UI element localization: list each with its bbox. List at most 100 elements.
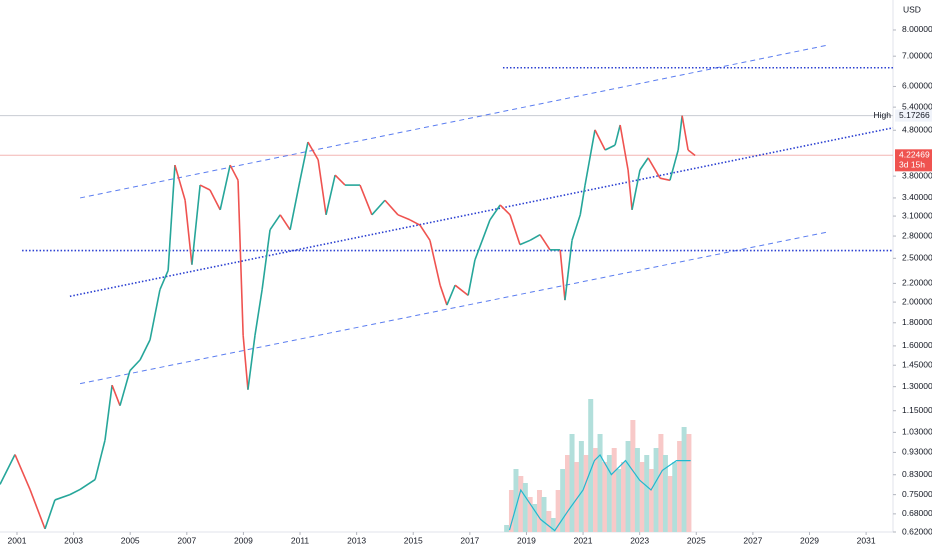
- volume-bar: [639, 462, 645, 532]
- volume-bar: [672, 462, 678, 532]
- countdown: 3d 15h: [899, 160, 925, 170]
- trend-line: [80, 231, 829, 385]
- x-tick-label: 2031: [857, 535, 876, 545]
- volume-bar: [588, 399, 594, 532]
- price-segment: [614, 124, 621, 146]
- volume-bar: [550, 518, 556, 532]
- price-segment: [159, 270, 169, 291]
- x-tick-label: 2017: [460, 535, 479, 545]
- volume-bar: [611, 448, 617, 532]
- trend-line: [69, 127, 894, 298]
- y-tick-label: 0.83000: [902, 469, 932, 479]
- last-price-box: [895, 149, 932, 172]
- price-segment: [184, 200, 193, 265]
- x-tick-label: 2005: [121, 535, 140, 545]
- high-label: High: [874, 110, 892, 120]
- price-segment: [454, 284, 469, 296]
- price-segment: [687, 149, 696, 157]
- price-segment: [584, 129, 596, 186]
- volume-bar: [522, 483, 528, 532]
- price-segment: [619, 124, 629, 171]
- volume-bar: [593, 448, 599, 532]
- y-tick-label: 3.80000: [902, 170, 932, 180]
- price-segment: [559, 249, 566, 301]
- volume-bar: [578, 441, 584, 532]
- price-segment: [359, 184, 373, 216]
- volume-bar: [681, 427, 687, 532]
- volume-bar: [667, 476, 673, 532]
- price-segment: [149, 289, 161, 341]
- y-tick-label: 1.30000: [902, 381, 932, 391]
- y-tick-label: 2.00000: [902, 296, 932, 306]
- y-tick-label: 5.40000: [902, 101, 932, 111]
- price-segment: [647, 157, 661, 179]
- price-segment: [79, 478, 96, 491]
- price-segment: [167, 165, 176, 271]
- high-value-box: [895, 109, 932, 122]
- price-segment: [639, 157, 649, 171]
- volume-bar: [541, 497, 547, 532]
- price-segment: [564, 240, 573, 301]
- volume-bar: [625, 441, 631, 532]
- price-segment: [119, 370, 131, 406]
- y-tick-label: 2.20000: [902, 278, 932, 288]
- volume-bar: [649, 469, 655, 532]
- x-tick-label: 2001: [8, 535, 27, 545]
- x-tick-label: 2011: [291, 535, 310, 545]
- currency-label: USD: [903, 4, 921, 14]
- price-segment: [94, 439, 106, 480]
- price-segment: [631, 169, 641, 210]
- y-tick-label: 2.80000: [902, 230, 932, 240]
- y-tick-label: 1.45000: [902, 359, 932, 369]
- price-segment: [474, 219, 491, 261]
- price-segment: [371, 199, 386, 216]
- volume-bar: [634, 448, 640, 532]
- price-segment: [229, 164, 239, 181]
- volume-bar: [569, 434, 575, 532]
- volume-bar: [621, 462, 627, 532]
- volume-bar: [583, 455, 589, 532]
- price-segment: [467, 259, 476, 296]
- volume-bar: [644, 455, 650, 532]
- price-segment: [261, 229, 271, 290]
- high-value: 5.17266: [899, 110, 930, 120]
- volume-bar: [597, 434, 603, 532]
- y-tick-label: 6.00000: [902, 81, 932, 91]
- x-tick-label: 2019: [517, 535, 536, 545]
- price-segment: [104, 385, 113, 441]
- x-tick-label: 2021: [574, 535, 593, 545]
- y-tick-label: 8.00000: [902, 24, 932, 34]
- y-tick-label: 1.03000: [902, 427, 932, 437]
- x-tick-label: 2025: [687, 535, 706, 545]
- volume-bar: [653, 448, 659, 532]
- volume-bar: [574, 462, 580, 532]
- y-tick-label: 0.75000: [902, 489, 932, 499]
- price-segment: [677, 115, 683, 151]
- y-tick-label: 0.68000: [902, 508, 932, 518]
- x-tick-label: 2003: [64, 535, 83, 545]
- price-segment: [446, 284, 456, 306]
- price-segment: [289, 180, 301, 231]
- price-segment: [111, 384, 121, 406]
- price-segment: [254, 289, 263, 336]
- price-segment: [529, 233, 541, 242]
- price-segment: [325, 174, 336, 215]
- price-segment: [419, 224, 431, 241]
- price-segment: [269, 214, 281, 231]
- volume-bar: [658, 434, 664, 532]
- price-segment: [174, 164, 186, 201]
- price-segment: [334, 174, 346, 186]
- y-tick-label: 0.62000: [902, 526, 932, 536]
- price-segment: [247, 335, 256, 390]
- price-segment: [439, 284, 448, 306]
- y-tick-label: 0.93000: [902, 447, 932, 457]
- price-segment: [139, 339, 151, 361]
- price-segment: [279, 214, 291, 231]
- price-segment: [509, 214, 521, 245]
- volume-bar: [686, 434, 692, 532]
- y-tick-label: 1.15000: [902, 405, 932, 415]
- price-segment: [129, 359, 141, 372]
- x-tick-label: 2023: [630, 535, 649, 545]
- volume-bar: [513, 469, 519, 532]
